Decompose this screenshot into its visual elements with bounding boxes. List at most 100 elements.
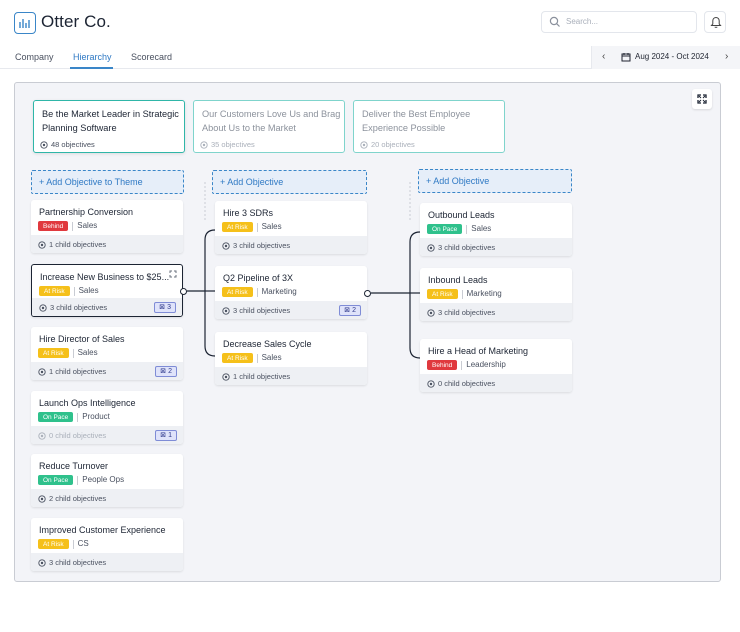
objective-status-row: At Risk Marketing <box>222 287 297 297</box>
objective-footer: 1 child objectives <box>31 362 183 380</box>
tab-hierarchy[interactable]: Hierarchy <box>73 52 112 62</box>
notifications-button[interactable] <box>704 11 726 33</box>
theme-title: Be the Market Leader in Strategic Planni… <box>42 109 179 133</box>
bell-icon <box>710 16 722 28</box>
chevron-right-icon[interactable]: › <box>725 51 729 62</box>
theme-card[interactable]: Be the Market Leader in Strategic Planni… <box>33 100 185 153</box>
objective-card[interactable]: Reduce Turnover On Pace People Ops 2 chil… <box>31 454 183 507</box>
search-icon <box>549 16 560 27</box>
status-badge: At Risk <box>38 539 69 549</box>
child-objective-count: 3 child objectives <box>438 308 496 317</box>
link-icon: ⊠ <box>160 432 167 439</box>
objective-title: Improved Customer Experience <box>39 525 166 535</box>
theme-meta: 35 objectives <box>200 140 255 149</box>
child-objective-count: 1 child objectives <box>233 372 291 381</box>
objective-card[interactable]: Inbound Leads At Risk Marketing 3 child o… <box>420 268 572 321</box>
connector-node[interactable] <box>364 290 371 297</box>
target-icon <box>39 304 47 312</box>
date-range-picker[interactable]: ‹ Aug 2024 - Oct 2024 › <box>591 46 740 69</box>
team-label: Leadership <box>466 360 506 370</box>
expand-card-icon[interactable] <box>169 270 177 278</box>
target-icon <box>200 141 208 149</box>
objective-status-row: At Risk Sales <box>222 353 282 363</box>
objective-footer: 0 child objectives <box>420 374 572 392</box>
team-label: Sales <box>261 222 282 232</box>
objective-title: Hire 3 SDRs <box>223 208 274 218</box>
status-badge: At Risk <box>222 353 253 363</box>
expand-icon <box>697 94 707 104</box>
child-objective-count: 3 child objectives <box>50 303 108 312</box>
objective-title: Partnership Conversion <box>39 207 134 217</box>
objective-footer: 3 child objectives <box>420 238 572 256</box>
theme-meta: 48 objectives <box>40 140 95 149</box>
objective-title: Reduce Turnover <box>39 461 109 471</box>
aligned-count: 2 <box>352 307 356 314</box>
aligned-count-badge[interactable]: ⊠ 2 <box>339 305 361 316</box>
add-objective-button[interactable]: + Add Objective <box>212 170 367 194</box>
objective-footer: 1 child objectives <box>215 367 367 385</box>
aligned-count-badge[interactable]: ⊠ 3 <box>154 302 176 313</box>
team-label: Sales <box>471 224 492 234</box>
objective-footer: 1 child objectives <box>31 235 183 253</box>
team-label: Marketing <box>261 287 297 297</box>
theme-objective-count: 20 objectives <box>371 140 415 149</box>
add-objective-button[interactable]: + Add Objective <box>418 169 572 193</box>
objective-footer: 2 child objectives <box>31 489 183 507</box>
theme-title: Our Customers Love Us and Brag About Us … <box>202 109 341 133</box>
team-label: Product <box>82 412 110 422</box>
tab-scorecard[interactable]: Scorecard <box>131 52 173 62</box>
objective-card[interactable]: Hire Director of Sales At Risk Sales 1 ch… <box>31 327 183 380</box>
objective-card[interactable]: Hire 3 SDRs At Risk Sales 3 child objecti… <box>215 201 367 254</box>
child-objective-count: 0 child objectives <box>49 431 107 440</box>
target-icon <box>222 373 230 381</box>
brand-logo-icon[interactable] <box>14 12 36 34</box>
status-badge: At Risk <box>222 222 253 232</box>
objective-title: Inbound Leads <box>428 275 488 285</box>
objective-card[interactable]: Improved Customer Experience At Risk CS 3… <box>31 518 183 571</box>
objective-card[interactable]: Launch Ops Intelligence On Pace Product 0… <box>31 391 183 444</box>
calendar-icon <box>621 53 631 62</box>
child-objective-count: 3 child objectives <box>233 306 291 315</box>
objective-card[interactable]: Hire a Head of Marketing Behind Leadershi… <box>420 339 572 392</box>
team-label: People Ops <box>82 475 125 485</box>
team-label: Sales <box>77 221 98 231</box>
objective-footer: 3 child objectives <box>215 301 367 319</box>
theme-card[interactable]: Our Customers Love Us and Brag About Us … <box>193 100 345 153</box>
search-placeholder: Search... <box>566 17 599 26</box>
objective-status-row: At Risk CS <box>38 539 89 549</box>
target-icon <box>38 368 46 376</box>
team-label: Sales <box>261 353 282 363</box>
theme-objective-count: 48 objectives <box>51 140 95 149</box>
chevron-left-icon[interactable]: ‹ <box>602 51 606 62</box>
team-label: CS <box>77 539 89 549</box>
objective-card[interactable]: Increase New Business to $25... At Risk S… <box>31 264 183 317</box>
objective-card[interactable]: Partnership Conversion Behind Sales 1 chi… <box>31 200 183 253</box>
tab-company[interactable]: Company <box>15 52 54 62</box>
search-input[interactable]: Search... <box>541 11 697 33</box>
target-icon <box>38 432 46 440</box>
objective-title: Launch Ops Intelligence <box>39 398 136 408</box>
objective-card[interactable]: Outbound Leads On Pace Sales 3 child obje… <box>420 203 572 256</box>
child-objective-count: 1 child objectives <box>49 240 107 249</box>
theme-card[interactable]: Deliver the Best Employee Experience Pos… <box>353 100 505 153</box>
target-icon <box>222 307 230 315</box>
status-badge: Behind <box>427 360 458 370</box>
aligned-count-badge[interactable]: ⊠ 1 <box>155 430 177 441</box>
status-badge: On Pace <box>38 412 74 422</box>
child-objective-count: 3 child objectives <box>438 243 496 252</box>
objective-status-row: Behind Sales <box>38 221 97 231</box>
link-icon: ⊠ <box>159 304 166 311</box>
nav-tabs: Company Hierarchy Scorecard ‹ Aug 2024 -… <box>0 46 740 69</box>
aligned-count: 1 <box>168 432 172 439</box>
objective-card[interactable]: Q2 Pipeline of 3X At Risk Marketing 3 chi… <box>215 266 367 319</box>
team-label: Marketing <box>466 289 502 299</box>
objective-card[interactable]: Decrease Sales Cycle At Risk Sales 1 chil… <box>215 332 367 385</box>
connector-node[interactable] <box>180 288 187 295</box>
add-objective-to-theme-button[interactable]: + Add Objective to Theme <box>31 170 184 194</box>
objective-status-row: At Risk Sales <box>222 222 282 232</box>
fullscreen-button[interactable] <box>692 89 712 109</box>
target-icon <box>427 380 435 388</box>
team-label: Sales <box>78 286 99 296</box>
objective-status-row: Behind Leadership <box>427 360 506 370</box>
aligned-count-badge[interactable]: ⊠ 2 <box>155 366 177 377</box>
